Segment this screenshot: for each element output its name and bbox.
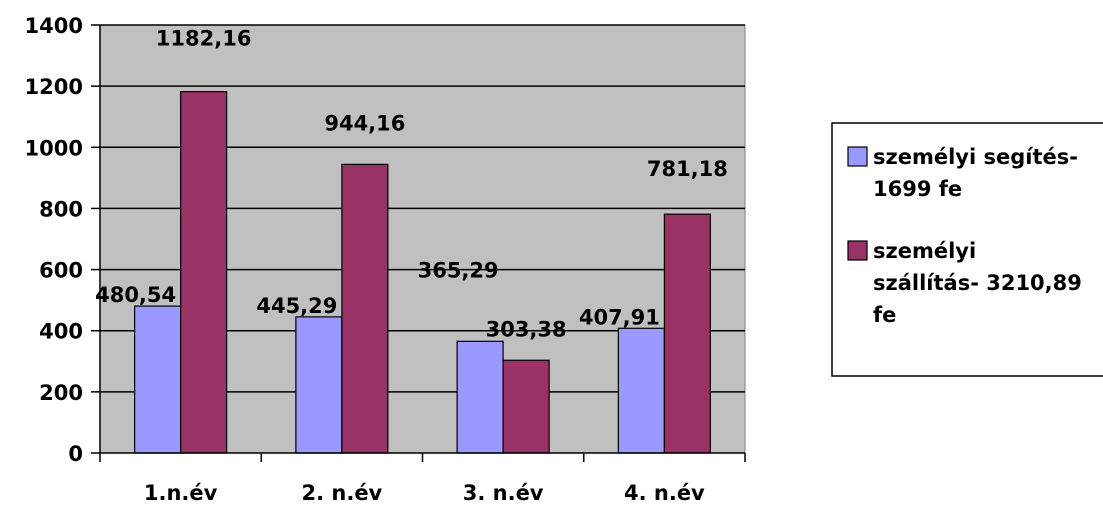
data-label: 944,16	[324, 111, 405, 135]
category-labels: 1.n.év 2. n.év 3. n.év 4. n.év	[144, 481, 705, 505]
bar[interactable]	[134, 305, 182, 454]
axes	[91, 24, 746, 462]
legend-label: fe	[873, 303, 896, 327]
y-tick-label: 400	[39, 320, 83, 344]
category-label: 3. n.év	[463, 481, 544, 505]
bar[interactable]	[295, 316, 343, 454]
category-label: 4. n.év	[624, 481, 705, 505]
legend-label: szállítás- 3210,89	[873, 271, 1082, 295]
y-tick-label: 1200	[25, 75, 83, 99]
data-label: 781,18	[647, 157, 728, 181]
legend-swatch	[847, 146, 868, 167]
data-label: 303,38	[486, 317, 567, 341]
data-label: 480,54	[95, 283, 176, 307]
bar[interactable]	[617, 327, 665, 454]
legend: személyi segítés- 1699 fe személyi szállítá…	[831, 122, 1103, 377]
bar[interactable]	[180, 90, 228, 454]
data-label: 407,91	[579, 305, 660, 329]
y-tick-label: 1400	[25, 14, 83, 38]
legend-label: személyi segítés-	[873, 145, 1078, 169]
bar[interactable]	[663, 213, 711, 454]
bar[interactable]	[502, 359, 550, 454]
data-label: 445,29	[256, 294, 337, 318]
data-label: 365,29	[418, 258, 499, 282]
legend-swatch	[847, 240, 868, 261]
legend-label: személyi	[873, 239, 976, 263]
y-tick-label: 600	[39, 259, 83, 283]
y-tick-label: 800	[39, 197, 83, 221]
bar[interactable]	[456, 340, 504, 454]
data-label: 1182,16	[156, 27, 252, 51]
bars	[134, 90, 711, 454]
y-tick-label: 200	[39, 381, 83, 405]
y-tick-label: 0	[68, 442, 83, 466]
y-tick-label: 1000	[25, 136, 83, 160]
y-tick-labels: 0 200 400 600 800 1000 1200 1400	[25, 14, 83, 466]
bar[interactable]	[341, 163, 389, 454]
legend-box	[831, 122, 1103, 377]
legend-label: 1699 fe	[873, 177, 962, 201]
data-labels: 480,54 445,29 365,29 407,91 1182,16 944,16 303…	[95, 27, 728, 342]
category-label: 2. n.év	[301, 481, 382, 505]
category-label: 1.n.év	[144, 481, 218, 505]
